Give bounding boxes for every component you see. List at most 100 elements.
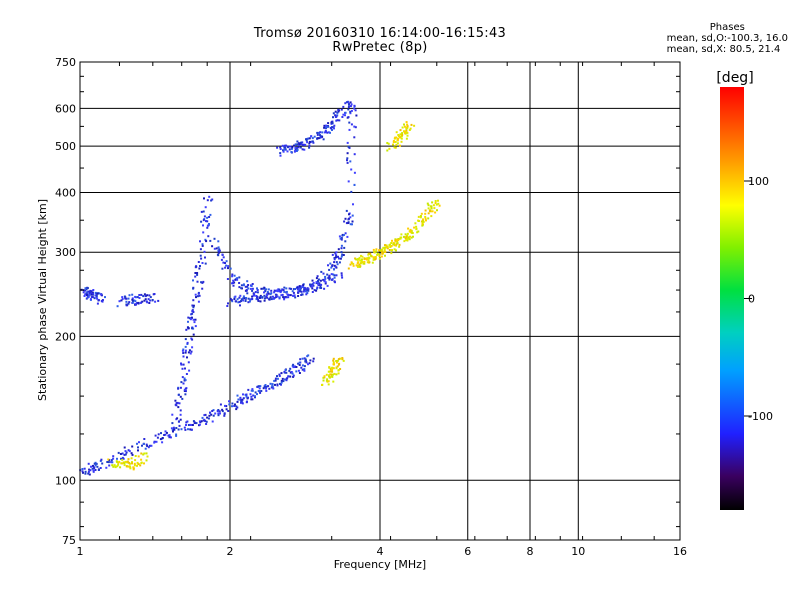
data-point (350, 109, 353, 112)
data-point (88, 291, 91, 294)
x-tick-label: 1 (77, 545, 84, 558)
data-point (286, 150, 289, 153)
data-point (264, 297, 266, 300)
data-point (419, 215, 422, 217)
data-point (350, 190, 353, 193)
data-point (422, 218, 424, 221)
data-point (342, 105, 345, 108)
data-point (331, 373, 334, 376)
data-point (388, 147, 391, 150)
data-point (213, 237, 216, 240)
data-point (313, 135, 316, 138)
data-point (232, 279, 235, 282)
data-point (311, 140, 314, 143)
data-point (159, 438, 162, 441)
data-point (349, 105, 352, 108)
data-point (279, 146, 282, 149)
data-point (227, 265, 230, 268)
data-point (405, 121, 408, 124)
data-point (341, 234, 344, 237)
data-point (417, 230, 420, 233)
data-point (332, 116, 334, 119)
data-point (192, 279, 194, 282)
data-point (116, 305, 119, 308)
data-point (335, 373, 338, 376)
data-point (381, 252, 384, 255)
data-point (363, 260, 366, 263)
data-point (252, 394, 255, 397)
data-point (289, 294, 292, 297)
y-tick-label: 75 (62, 534, 76, 547)
data-point (288, 369, 291, 372)
data-point (149, 299, 152, 302)
data-point (138, 294, 141, 296)
data-point (403, 125, 406, 128)
data-point (91, 291, 94, 294)
data-point (250, 398, 253, 401)
data-point (279, 152, 282, 155)
data-point (237, 301, 240, 304)
data-point (179, 418, 182, 421)
data-point (140, 461, 143, 464)
data-point (297, 146, 300, 149)
data-point (348, 103, 350, 106)
data-point (405, 137, 408, 140)
data-point (394, 141, 397, 143)
data-point (203, 250, 206, 253)
data-point (366, 257, 369, 260)
data-point (294, 148, 297, 151)
data-point (262, 287, 265, 290)
data-point (224, 404, 226, 407)
data-point (199, 254, 202, 257)
data-point (316, 275, 319, 278)
data-point (92, 289, 95, 291)
data-point (390, 252, 393, 255)
data-point (246, 292, 249, 295)
data-point (95, 294, 98, 297)
data-point (236, 400, 239, 403)
data-point (144, 447, 147, 450)
data-point (424, 217, 427, 220)
data-point (88, 473, 91, 476)
data-point (343, 246, 346, 249)
data-point (303, 286, 306, 289)
data-point (82, 471, 84, 474)
data-point (179, 413, 182, 416)
data-point (358, 265, 361, 268)
data-point (376, 253, 379, 256)
data-point (341, 253, 344, 256)
data-point (438, 204, 441, 207)
data-point (382, 246, 385, 249)
data-point (203, 414, 206, 417)
data-point (271, 295, 274, 298)
data-point (205, 420, 208, 423)
data-point (373, 251, 376, 254)
data-point (383, 249, 386, 252)
data-point (240, 401, 242, 404)
data-point (153, 441, 156, 444)
data-point (296, 288, 299, 291)
data-point (330, 121, 333, 124)
data-point (333, 268, 335, 271)
data-point (415, 227, 418, 230)
data-point (221, 267, 224, 270)
data-point (327, 277, 330, 279)
data-points (79, 100, 441, 476)
data-point (331, 129, 333, 131)
data-point (168, 436, 171, 439)
data-point (291, 290, 294, 293)
data-point (81, 470, 84, 473)
data-point (187, 428, 189, 431)
data-point (331, 375, 334, 378)
data-point (285, 296, 288, 299)
data-point (112, 455, 115, 458)
data-point (91, 296, 94, 299)
data-point (145, 452, 148, 455)
data-point (285, 290, 288, 293)
data-point (336, 365, 339, 368)
data-point (215, 247, 218, 250)
data-point (301, 368, 304, 371)
data-point (403, 240, 406, 243)
data-point (234, 300, 237, 303)
data-point (406, 239, 409, 242)
